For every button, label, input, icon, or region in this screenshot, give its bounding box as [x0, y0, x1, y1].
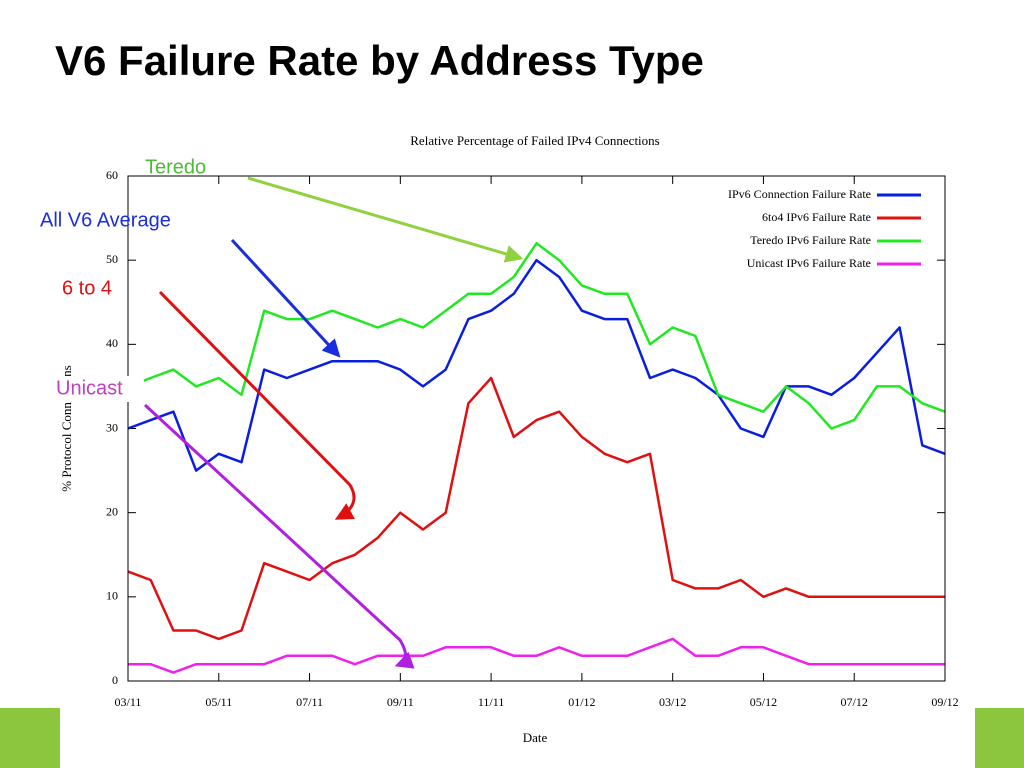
annotation: Teredo: [145, 156, 206, 178]
y-tick-label: 0: [112, 673, 118, 687]
x-tick-label: 05/11: [205, 695, 232, 709]
series-line: [127, 376, 945, 641]
x-tick-label: 07/12: [841, 695, 868, 709]
y-tick-label: 40: [106, 336, 118, 350]
label-backdrop: [52, 376, 144, 402]
arrow: [143, 403, 415, 669]
arrow: [247, 176, 524, 263]
x-tick-label: 07/11: [296, 695, 323, 709]
arrow: [230, 238, 341, 358]
x-tick-label: 09/11: [387, 695, 414, 709]
annotation: 6 to 4: [62, 277, 112, 299]
legend-label: IPv6 Connection Failure Rate: [728, 187, 871, 201]
arrow: [158, 290, 356, 520]
series-line: [127, 258, 946, 472]
y-tick-label: 30: [106, 420, 118, 434]
legend-label: Teredo IPv6 Failure Rate: [750, 233, 871, 247]
x-tick-label: 03/12: [659, 695, 686, 709]
x-tick-label: 01/12: [568, 695, 595, 709]
y-tick-label: 50: [106, 252, 118, 266]
chart-panel: [60, 118, 975, 768]
footer-text: CONFERENCE: [128, 755, 198, 766]
y-tick-label: 60: [106, 168, 118, 182]
slide-title: V6 Failure Rate by Address Type: [55, 37, 704, 84]
y-tick-label: 20: [106, 504, 118, 518]
x-tick-label: 09/12: [931, 695, 958, 709]
y-tick-label: 10: [106, 589, 118, 603]
series-line: [127, 242, 946, 430]
x-tick-label: 05/12: [750, 695, 777, 709]
chart-title: Relative Percentage of Failed IPv4 Conne…: [410, 133, 659, 148]
annotation: Unicast: [56, 377, 123, 399]
annotations: Teredo All V6 Average 6 to 4 Unicast: [40, 156, 524, 669]
series-line: [128, 637, 945, 674]
annotation: All V6 Average: [40, 209, 171, 231]
x-tick-label: 03/11: [115, 695, 142, 709]
plot-frame: [127, 175, 946, 682]
x-axis-label: Date: [523, 730, 548, 745]
legend-label: Unicast IPv6 Failure Rate: [747, 256, 871, 270]
legend-label: 6to4 IPv6 Failure Rate: [762, 210, 871, 224]
x-tick-label: 11/11: [478, 695, 504, 709]
